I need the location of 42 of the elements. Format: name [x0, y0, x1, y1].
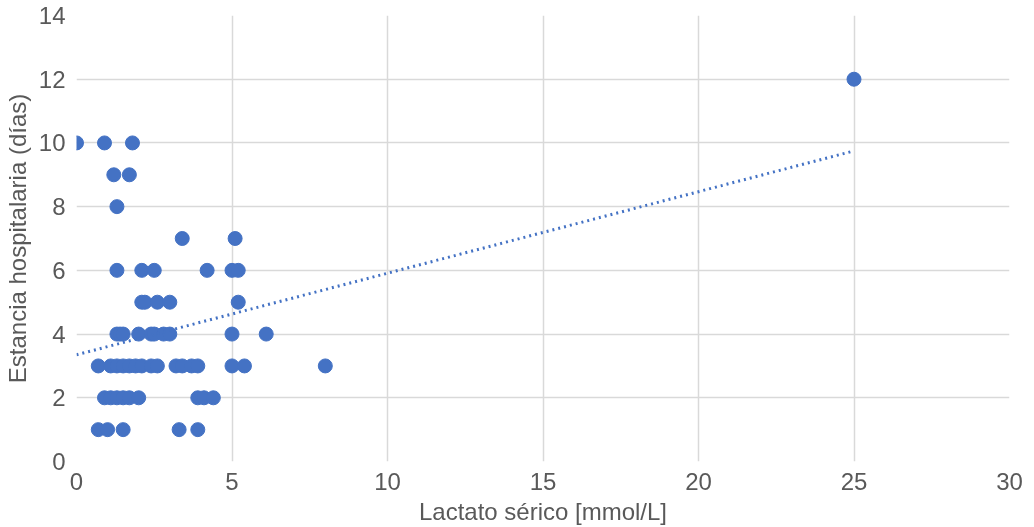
point — [106, 167, 122, 183]
point — [124, 135, 140, 151]
y-tick-label: 8 — [52, 193, 66, 221]
y-tick-label: 12 — [38, 65, 66, 93]
point — [90, 358, 106, 374]
point — [121, 167, 137, 183]
point — [162, 294, 178, 310]
point — [258, 326, 274, 342]
point — [317, 358, 333, 374]
point — [134, 262, 150, 278]
point — [96, 135, 112, 151]
y-tick-label: 4 — [52, 320, 66, 348]
point — [109, 262, 125, 278]
point — [846, 71, 862, 87]
point — [100, 422, 116, 438]
x-tick-label: 0 — [69, 467, 84, 495]
x-axis-title: Lactato sérico [mmol/L] — [418, 497, 668, 525]
point — [224, 358, 240, 374]
point — [224, 326, 240, 342]
y-tick-label: 2 — [52, 384, 66, 412]
x-tick-label: 30 — [996, 467, 1023, 495]
point — [190, 422, 206, 438]
y-tick-label: 6 — [52, 256, 66, 284]
point — [146, 262, 162, 278]
x-tick-label: 20 — [685, 467, 712, 495]
point — [227, 231, 243, 246]
point — [149, 294, 165, 310]
x-tick-label: 5 — [225, 467, 239, 495]
x-tick-label: 25 — [840, 467, 868, 495]
y-tick-label: 0 — [52, 448, 66, 475]
x-tick-label: 10 — [374, 467, 401, 495]
point — [236, 358, 252, 374]
y-axis-title: Estancia hospitalaria (días) — [3, 93, 31, 384]
point — [109, 199, 125, 215]
point — [174, 231, 190, 246]
point — [230, 294, 246, 310]
y-tick-label: 10 — [38, 129, 66, 157]
point — [171, 422, 187, 438]
y-tick-label: 14 — [38, 2, 66, 29]
x-tick-label: 15 — [529, 467, 557, 495]
point — [115, 422, 131, 438]
point — [199, 262, 215, 278]
